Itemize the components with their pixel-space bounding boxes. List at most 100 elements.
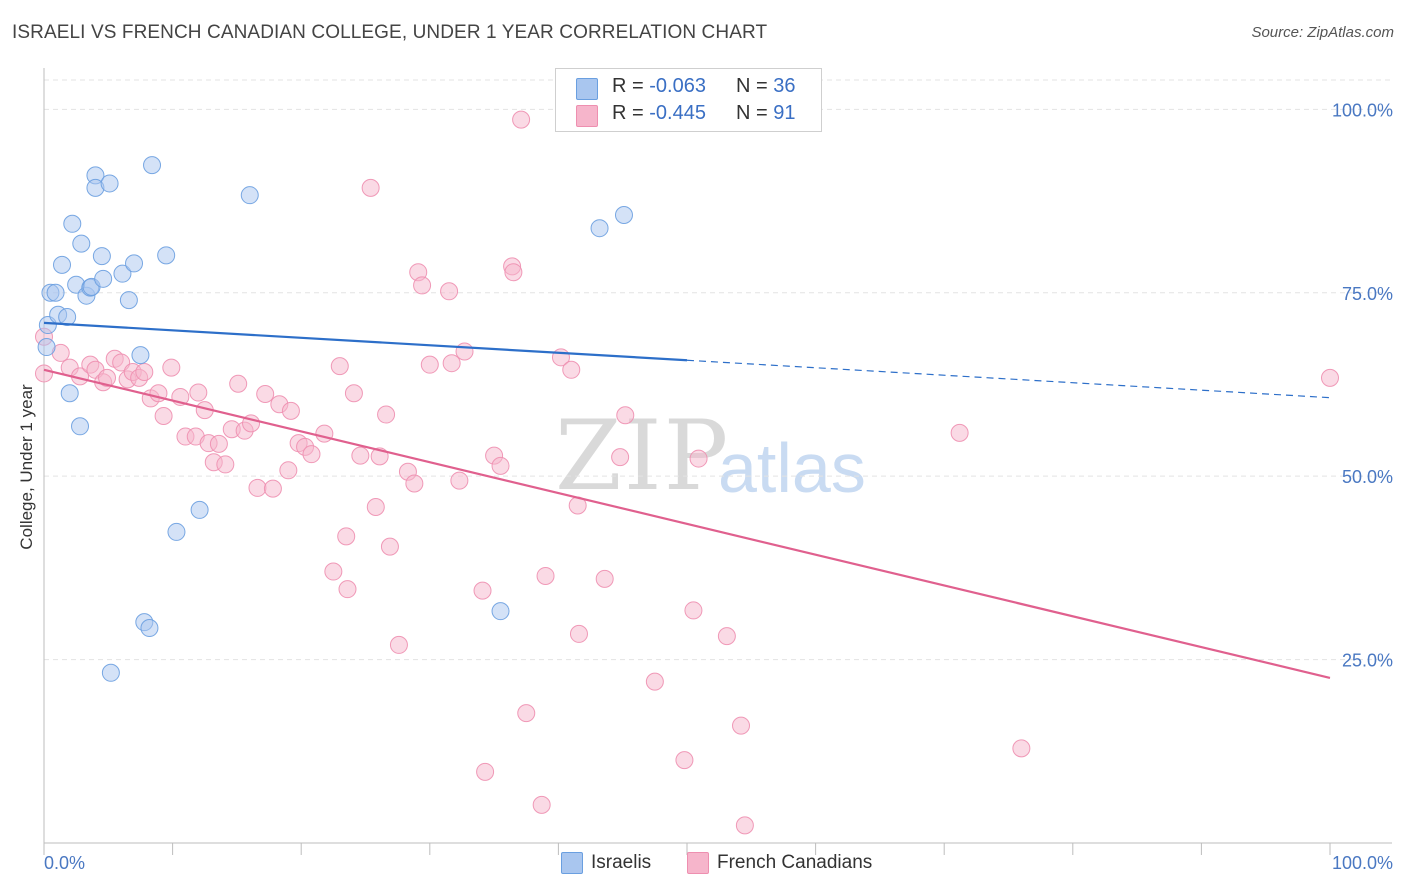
israelis-point [143,156,162,175]
french-canadians-point [338,580,357,599]
israelis-point [71,417,90,436]
watermark-atlas: atlas [718,429,866,507]
french-canadians-point [209,434,228,453]
y-tick-label: 75.0% [1342,284,1393,304]
legend-n-french-canadians: N = 91 [736,102,796,125]
french-canadians-point [684,601,703,620]
french-canadians-point [732,716,751,735]
israelis-point [100,174,119,193]
y-tick-label: 50.0% [1342,467,1393,487]
french-canadians-point [281,401,300,420]
french-canadians-point [337,527,356,546]
french-canadians-point [689,449,708,468]
israelis-point [72,234,91,253]
french-canadians-trend-line [43,368,1331,679]
stats-legend: R = -0.063 N = 36 R = -0.445 N = 91 [555,68,822,132]
french-canadians-point [351,446,370,465]
french-canadians-point [380,537,399,556]
french-canadians-point [442,354,461,373]
grid [44,79,1392,661]
french-canadians-point [569,624,588,643]
french-canadians-point [330,357,349,376]
legend-r-israelis: R = -0.063 [612,75,706,98]
israelis-point [101,663,120,682]
israelis-point [119,291,138,310]
n-value-french-canadians: 91 [773,102,796,124]
french-canadians-point [491,456,510,475]
french-canadians-point [645,672,664,691]
french-canadians-point [450,471,469,490]
israelis-point [60,384,79,403]
r-label: R = [612,75,644,97]
x-tick-label: 0.0% [44,853,85,873]
french-canadians-point [377,405,396,424]
french-canadians-point [189,383,208,402]
french-canadians-point [595,569,614,588]
french-canadians-point [413,276,432,295]
y-tick-label: 100.0% [1332,100,1393,120]
israelis-point [125,254,144,273]
israelis-point [590,219,609,238]
israelis-point [190,500,209,519]
israelis-point [167,522,186,541]
israelis-point [58,307,77,326]
french-canadians-legend-label: French Canadians [717,852,873,873]
french-canadians-point [405,474,424,493]
french-canadians-point [216,455,235,474]
french-canadians-point [315,424,334,443]
israelis-swatch [576,78,598,100]
french-canadians-point [675,751,694,770]
french-canadians-point [35,364,53,383]
french-canadians-point [517,704,536,723]
french-canadians-legend-swatch [687,852,709,874]
israelis-point [94,269,113,288]
source-label: Source: ZipAtlas.com [1251,24,1394,41]
french-canadians-point [616,406,635,425]
french-canadians-point [473,581,492,600]
n-label: N = [736,75,768,97]
french-canadians-point [504,263,523,282]
x-tick-label: 100.0% [1332,853,1393,873]
french-canadians-point [361,178,380,197]
french-canadians-point [512,110,531,129]
french-canadians-point [420,355,439,374]
israelis-point [240,186,259,205]
french-canadians-swatch [576,105,598,127]
french-canadians-point [1012,739,1031,758]
n-label: N = [736,102,768,124]
israelis-point [113,264,132,283]
axes [43,68,1392,855]
chart-title: ISRAELI VS FRENCH CANADIAN COLLEGE, UNDE… [12,22,768,43]
israelis-point [46,283,65,302]
israelis-point [157,246,176,265]
french-canadians-point [135,362,154,381]
french-canadians-point [256,385,275,404]
israelis-trend-line [43,321,688,362]
french-canadians-point [302,445,321,464]
french-canadians-point [950,423,969,442]
french-canadians-point [98,368,117,387]
r-value-french-canadians: -0.445 [649,102,706,124]
israelis-point [131,346,150,365]
tick-labels: 25.0% 50.0% 75.0% 100.0% 0.0% 100.0% [44,100,1393,873]
israelis-point [63,214,82,233]
french-canadians-point [611,448,630,467]
n-value-israelis: 36 [773,75,796,97]
legend-n-israelis: N = 36 [736,75,796,98]
israelis-legend-label: Israelis [591,852,652,873]
israelis-trend-extension [686,359,1331,399]
french-canadians-point [1321,368,1339,387]
french-canadians-point [279,461,298,480]
french-canadians-point [229,374,248,393]
israelis-legend-swatch [561,852,583,874]
french-canadians-point [476,762,495,781]
french-canadians-point [562,360,581,379]
french-canadians-point [248,478,267,497]
french-canadians-point [366,497,385,516]
french-canadians-point [112,353,131,372]
french-canadians-point [162,358,181,377]
r-value-israelis: -0.063 [649,75,706,97]
french-canadians-point [532,795,551,814]
french-canadians-point [389,635,408,654]
